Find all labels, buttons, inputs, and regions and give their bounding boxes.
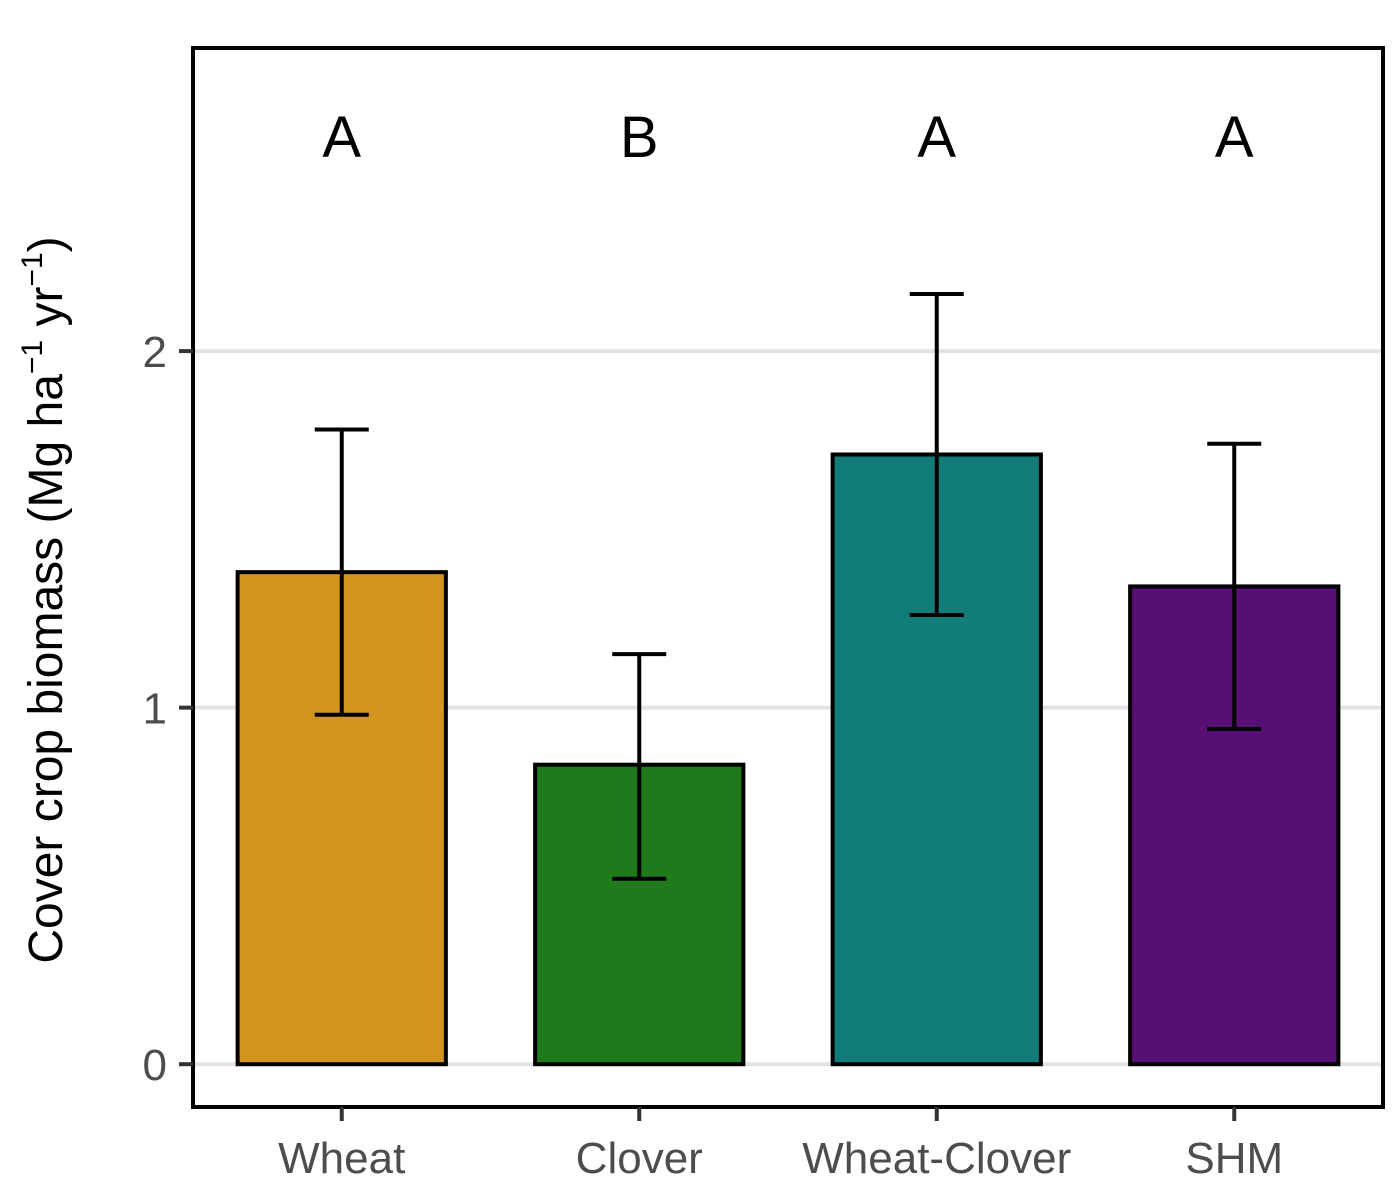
significance-letter-3: A <box>1215 105 1254 170</box>
error-bars <box>314 292 1262 881</box>
bars <box>235 452 1341 1067</box>
y-tick-label-1: 1 <box>143 685 167 734</box>
y-tick-label-0: 0 <box>143 1041 167 1090</box>
significance-letter-2: A <box>917 105 956 170</box>
bar-shm <box>1128 584 1341 1067</box>
x-axis-ticks: Wheat Clover Wheat-Clover SHM <box>278 1107 1283 1183</box>
y-tick-label-2: 2 <box>143 328 167 377</box>
x-tick-label-1: Clover <box>576 1134 703 1183</box>
plot-panel-border <box>191 46 1385 1109</box>
y-axis-title: Cover crop biomass (Mg ha−1 yr−1) <box>16 236 73 963</box>
y-axis-ticks: 0 1 2 <box>143 328 193 1090</box>
significance-letter-0: A <box>322 105 361 170</box>
x-tick-label-0: Wheat <box>278 1134 405 1183</box>
significance-letter-1: B <box>620 105 659 170</box>
x-tick-label-2: Wheat-Clover <box>802 1134 1071 1183</box>
x-tick-label-3: SHM <box>1185 1134 1283 1183</box>
